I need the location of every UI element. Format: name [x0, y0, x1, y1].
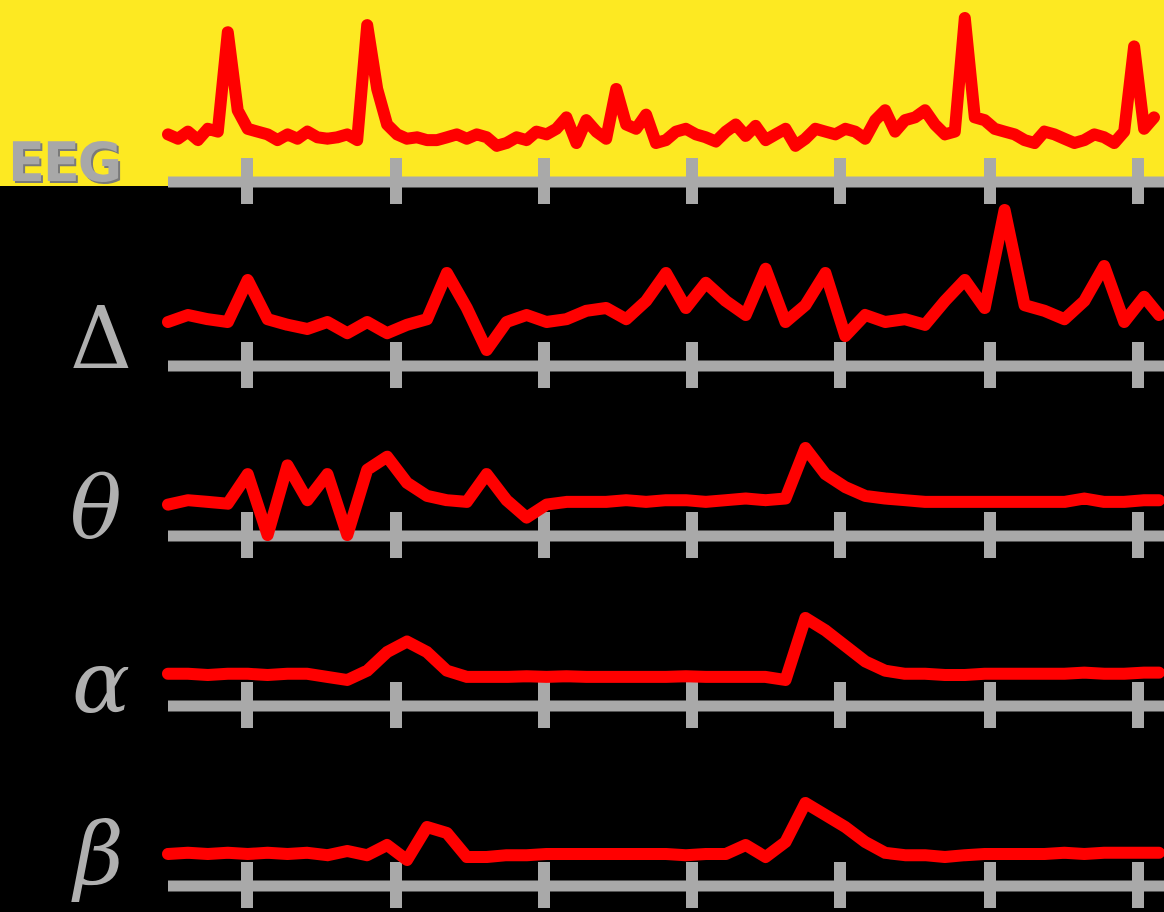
alpha-signal-line — [162, 612, 1164, 686]
theta-signal-line — [162, 442, 1164, 541]
delta-label: Δ — [70, 289, 133, 389]
eeg-label: EEG — [8, 131, 122, 194]
eeg-signal-line — [162, 12, 1160, 152]
theta-label: θ — [70, 459, 122, 559]
beta-signal-line — [162, 797, 1164, 866]
beta-label: β — [74, 805, 124, 905]
delta-signal-line — [162, 204, 1164, 356]
alpha-label: α — [72, 633, 131, 733]
